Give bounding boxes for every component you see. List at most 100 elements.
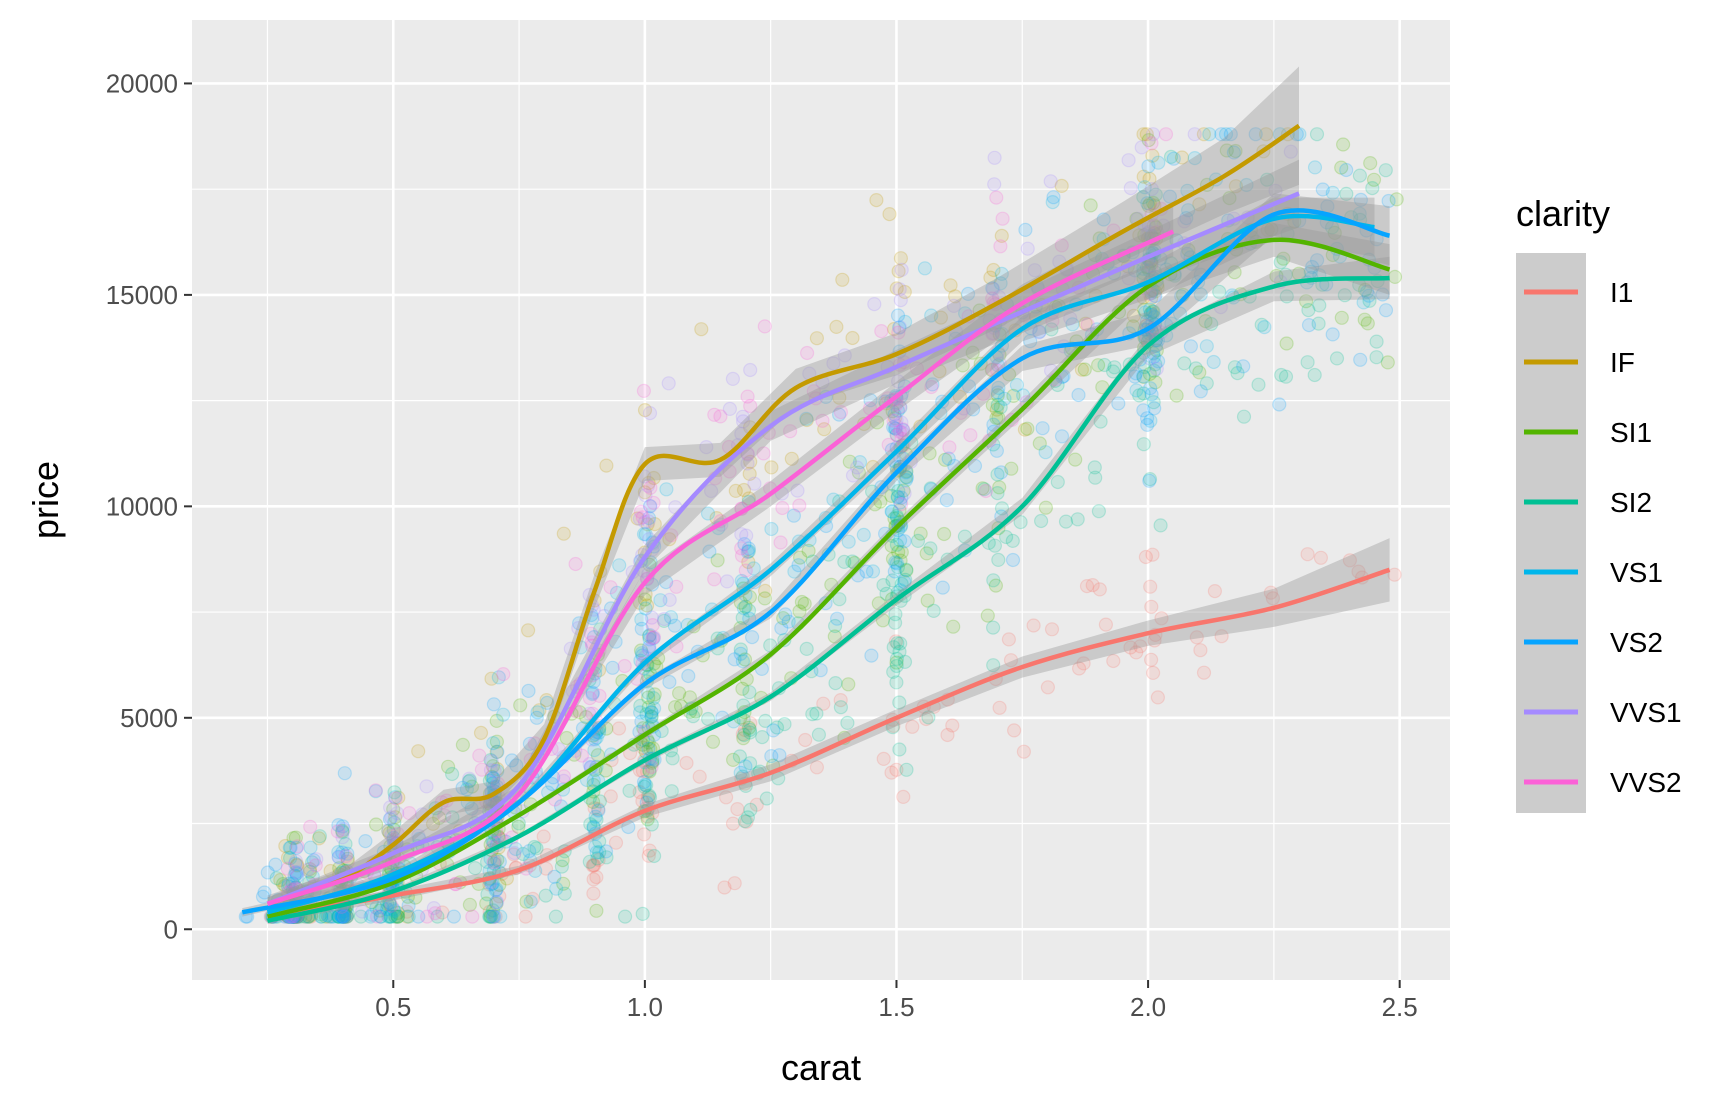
data-point — [388, 909, 403, 924]
data-point — [388, 810, 403, 825]
data-point — [589, 903, 604, 918]
data-point — [1142, 366, 1157, 382]
data-point — [640, 478, 656, 493]
data-point — [340, 906, 355, 922]
data-point — [991, 380, 1006, 395]
data-point — [1369, 350, 1384, 365]
data-point — [302, 861, 317, 877]
data-point — [331, 850, 346, 865]
data-point — [1142, 472, 1158, 487]
data-point — [945, 718, 960, 733]
data-point — [943, 278, 958, 293]
data-point — [1151, 155, 1166, 170]
data-point — [1079, 578, 1095, 594]
data-point — [702, 544, 717, 559]
data-point — [489, 896, 504, 912]
data-point — [644, 704, 659, 720]
data-point — [1228, 143, 1243, 159]
data-point — [1141, 198, 1156, 213]
data-point — [816, 696, 831, 711]
data-point — [492, 889, 507, 904]
data-point — [556, 769, 572, 784]
data-point — [642, 790, 658, 805]
data-point — [1140, 196, 1155, 211]
data-point — [933, 310, 949, 325]
data-point — [644, 705, 659, 720]
data-point — [634, 612, 649, 627]
data-point — [730, 801, 745, 817]
data-point — [1179, 211, 1194, 226]
data-point — [484, 769, 499, 785]
data-point — [885, 404, 900, 419]
data-point — [889, 658, 904, 674]
data-point — [897, 284, 912, 300]
data-point — [488, 883, 503, 898]
data-point — [280, 850, 296, 865]
data-point — [774, 621, 789, 636]
data-point — [727, 652, 742, 667]
data-point — [917, 261, 933, 276]
data-point — [306, 853, 321, 868]
data-point — [335, 845, 350, 860]
data-point — [1163, 149, 1179, 164]
data-point — [886, 640, 901, 655]
data-point — [632, 511, 648, 526]
data-point — [646, 690, 661, 706]
data-point — [743, 454, 758, 469]
data-point — [1206, 354, 1221, 370]
data-point — [1080, 317, 1095, 332]
data-point — [897, 574, 912, 590]
data-point — [699, 440, 714, 455]
data-point — [556, 526, 571, 541]
data-point — [885, 551, 901, 567]
data-point — [1140, 226, 1155, 241]
data-point — [338, 836, 353, 852]
data-point — [749, 797, 764, 812]
data-point — [485, 776, 500, 791]
data-point — [308, 858, 323, 873]
data-point — [894, 262, 909, 277]
data-point — [1307, 367, 1322, 383]
data-point — [482, 773, 497, 788]
data-point — [778, 607, 793, 622]
data-point — [913, 526, 928, 541]
data-point — [1078, 316, 1093, 331]
data-point — [639, 764, 655, 779]
data-point — [305, 869, 320, 884]
data-point — [1144, 599, 1159, 614]
data-point — [1335, 137, 1351, 152]
data-point — [659, 482, 674, 497]
data-point — [638, 488, 653, 503]
data-point — [591, 803, 606, 818]
data-point — [335, 825, 350, 840]
data-point — [1361, 288, 1376, 303]
data-point — [1264, 222, 1279, 237]
data-point — [741, 491, 756, 506]
data-point — [383, 800, 398, 815]
data-point — [1278, 267, 1293, 282]
data-point — [1077, 362, 1092, 377]
data-point — [590, 851, 605, 866]
data-point — [685, 709, 701, 724]
data-point — [337, 909, 352, 924]
data-point — [755, 729, 770, 745]
data-point — [1207, 583, 1223, 599]
data-point — [640, 517, 655, 532]
data-point — [1058, 514, 1074, 529]
data-point — [1158, 127, 1174, 142]
data-point — [635, 906, 650, 922]
data-point — [608, 835, 624, 850]
data-point — [353, 909, 368, 924]
data-point — [741, 603, 757, 618]
data-point — [641, 475, 656, 491]
data-point — [1199, 376, 1214, 391]
data-point — [515, 846, 531, 862]
data-point — [1268, 183, 1283, 198]
data-point — [311, 831, 327, 846]
data-point — [987, 538, 1003, 553]
data-point — [487, 909, 502, 924]
data-point — [1143, 413, 1158, 428]
data-point — [370, 909, 385, 924]
data-point — [544, 776, 560, 792]
data-point — [568, 556, 583, 572]
